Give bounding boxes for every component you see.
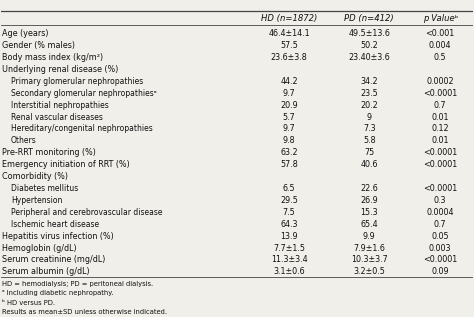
- Text: ᵃ Including diabetic nephropathy.: ᵃ Including diabetic nephropathy.: [1, 290, 113, 296]
- Text: 0.003: 0.003: [429, 243, 451, 253]
- Text: 0.004: 0.004: [429, 41, 451, 50]
- Text: 15.3: 15.3: [361, 208, 378, 217]
- Text: Diabetes mellitus: Diabetes mellitus: [11, 184, 78, 193]
- Text: 44.2: 44.2: [280, 77, 298, 86]
- Text: 0.0004: 0.0004: [427, 208, 454, 217]
- Text: Emergency initiation of RRT (%): Emergency initiation of RRT (%): [1, 160, 129, 169]
- Text: Body mass index (kg/m²): Body mass index (kg/m²): [1, 53, 103, 62]
- Text: Results as mean±SD unless otherwise indicated.: Results as mean±SD unless otherwise indi…: [1, 309, 167, 315]
- Text: Underlying renal disease (%): Underlying renal disease (%): [1, 65, 118, 74]
- Text: Peripheral and cerebrovascular disease: Peripheral and cerebrovascular disease: [11, 208, 163, 217]
- Text: ᵇ HD versus PD.: ᵇ HD versus PD.: [1, 300, 55, 306]
- Text: 0.01: 0.01: [431, 113, 449, 121]
- Text: HD = hemodialysis; PD = peritoneal dialysis.: HD = hemodialysis; PD = peritoneal dialy…: [1, 281, 153, 287]
- Text: 0.01: 0.01: [431, 136, 449, 146]
- Text: 0.5: 0.5: [434, 53, 447, 62]
- Text: 63.2: 63.2: [280, 148, 298, 157]
- Text: 7.3: 7.3: [363, 125, 375, 133]
- Text: Pre-RRT monitoring (%): Pre-RRT monitoring (%): [1, 148, 96, 157]
- Text: 0.3: 0.3: [434, 196, 447, 205]
- Text: <0.0001: <0.0001: [423, 148, 457, 157]
- Text: Serum creatinine (mg/dL): Serum creatinine (mg/dL): [1, 256, 105, 264]
- Text: <0.0001: <0.0001: [423, 160, 457, 169]
- Text: 0.09: 0.09: [431, 267, 449, 276]
- Text: 9.7: 9.7: [283, 89, 295, 98]
- Text: 13.9: 13.9: [280, 232, 298, 241]
- Text: 22.6: 22.6: [360, 184, 378, 193]
- Text: 20.2: 20.2: [360, 100, 378, 110]
- Text: 9.8: 9.8: [283, 136, 295, 146]
- Text: 3.2±0.5: 3.2±0.5: [354, 267, 385, 276]
- Text: HD (n=1872): HD (n=1872): [261, 14, 317, 23]
- Text: PD (n=412): PD (n=412): [345, 14, 394, 23]
- Text: Hepatitis virus infection (%): Hepatitis virus infection (%): [1, 232, 113, 241]
- Text: 0.7: 0.7: [434, 100, 447, 110]
- Text: 7.9±1.6: 7.9±1.6: [354, 243, 385, 253]
- Text: 5.7: 5.7: [283, 113, 295, 121]
- Text: 0.0002: 0.0002: [427, 77, 454, 86]
- Text: p Valueᵇ: p Valueᵇ: [422, 14, 458, 23]
- Text: 10.3±3.7: 10.3±3.7: [351, 256, 388, 264]
- Text: Primary glomerular nephropathies: Primary glomerular nephropathies: [11, 77, 143, 86]
- Text: Secondary glomerular nephropathiesᵃ: Secondary glomerular nephropathiesᵃ: [11, 89, 157, 98]
- Text: Hemoglobin (g/dL): Hemoglobin (g/dL): [1, 243, 76, 253]
- Text: <0.0001: <0.0001: [423, 256, 457, 264]
- Text: 23.40±3.6: 23.40±3.6: [348, 53, 390, 62]
- Text: Comorbidity (%): Comorbidity (%): [1, 172, 68, 181]
- Text: 20.9: 20.9: [280, 100, 298, 110]
- Text: 9: 9: [367, 113, 372, 121]
- Text: <0.0001: <0.0001: [423, 184, 457, 193]
- Text: 7.7±1.5: 7.7±1.5: [273, 243, 305, 253]
- Text: Hereditary/congenital nephropathies: Hereditary/congenital nephropathies: [11, 125, 153, 133]
- Text: 75: 75: [364, 148, 374, 157]
- Text: 9.7: 9.7: [283, 125, 295, 133]
- Text: 64.3: 64.3: [280, 220, 298, 229]
- Text: Serum albumin (g/dL): Serum albumin (g/dL): [1, 267, 89, 276]
- Text: 6.5: 6.5: [283, 184, 295, 193]
- Text: 46.4±14.1: 46.4±14.1: [268, 29, 310, 38]
- Text: 49.5±13.6: 49.5±13.6: [348, 29, 390, 38]
- Text: Renal vascular diseases: Renal vascular diseases: [11, 113, 103, 121]
- Text: 11.3±3.4: 11.3±3.4: [271, 256, 307, 264]
- Text: 3.1±0.6: 3.1±0.6: [273, 267, 305, 276]
- Text: Gender (% males): Gender (% males): [1, 41, 74, 50]
- Text: Ischemic heart disease: Ischemic heart disease: [11, 220, 99, 229]
- Text: 57.5: 57.5: [280, 41, 298, 50]
- Text: <0.001: <0.001: [426, 29, 455, 38]
- Text: 65.4: 65.4: [361, 220, 378, 229]
- Text: 5.8: 5.8: [363, 136, 375, 146]
- Text: 0.05: 0.05: [431, 232, 449, 241]
- Text: 7.5: 7.5: [283, 208, 295, 217]
- Text: Hypertension: Hypertension: [11, 196, 63, 205]
- Text: 40.6: 40.6: [361, 160, 378, 169]
- Text: <0.0001: <0.0001: [423, 89, 457, 98]
- Text: Interstitial nephropathies: Interstitial nephropathies: [11, 100, 109, 110]
- Text: 9.9: 9.9: [363, 232, 376, 241]
- Text: 23.5: 23.5: [360, 89, 378, 98]
- Text: 0.12: 0.12: [431, 125, 449, 133]
- Text: 29.5: 29.5: [280, 196, 298, 205]
- Text: 26.9: 26.9: [360, 196, 378, 205]
- Text: 50.2: 50.2: [360, 41, 378, 50]
- Text: Age (years): Age (years): [1, 29, 48, 38]
- Text: Others: Others: [11, 136, 37, 146]
- Text: 0.7: 0.7: [434, 220, 447, 229]
- Text: 23.6±3.8: 23.6±3.8: [271, 53, 307, 62]
- Text: 57.8: 57.8: [280, 160, 298, 169]
- Text: 34.2: 34.2: [361, 77, 378, 86]
